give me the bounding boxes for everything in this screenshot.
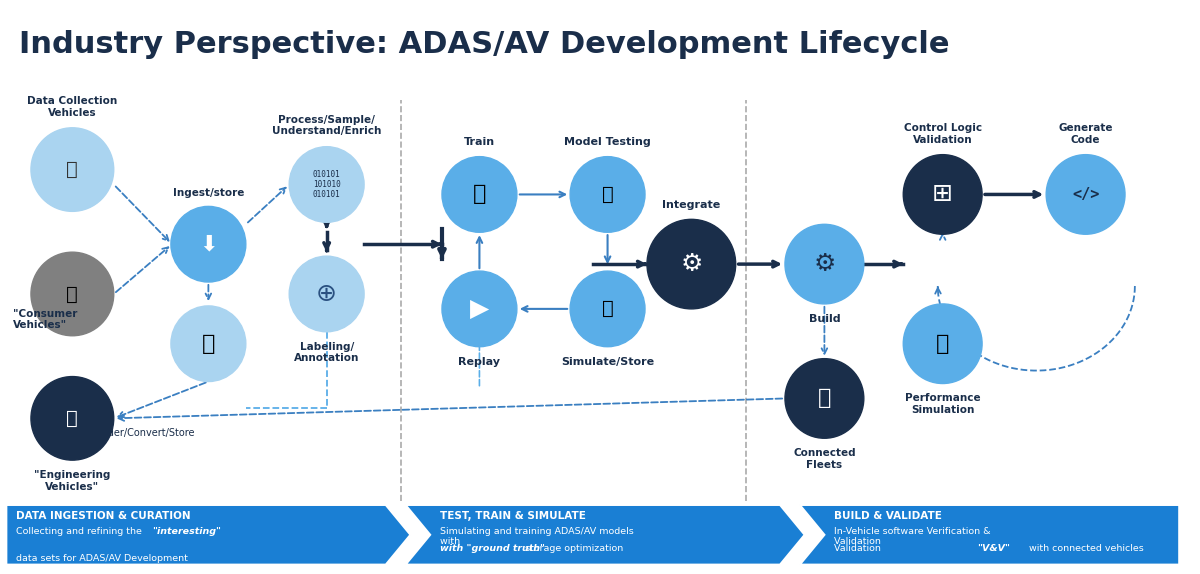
Text: storage optimization: storage optimization — [522, 544, 623, 553]
Circle shape — [647, 219, 736, 309]
Text: Generate
Code: Generate Code — [1058, 123, 1112, 145]
Circle shape — [442, 271, 517, 347]
Text: 🧠: 🧠 — [473, 184, 486, 204]
Text: ⬇: ⬇ — [199, 234, 217, 254]
Text: with "ground truth": with "ground truth" — [440, 544, 545, 553]
Text: TEST, TRAIN & SIMULATE: TEST, TRAIN & SIMULATE — [440, 511, 586, 521]
Circle shape — [289, 147, 364, 222]
Text: Replay: Replay — [458, 356, 500, 367]
Text: Collecting and refining the: Collecting and refining the — [16, 527, 145, 536]
Text: 🚘: 🚘 — [66, 409, 78, 428]
Text: ▶: ▶ — [470, 297, 490, 321]
Text: ⚙: ⚙ — [680, 252, 702, 276]
Text: 💻: 💻 — [936, 333, 949, 354]
Text: "Consumer
Vehicles": "Consumer Vehicles" — [13, 309, 78, 331]
Text: Validation: Validation — [834, 544, 884, 553]
Polygon shape — [406, 505, 805, 565]
Text: DATA INGESTION & CURATION: DATA INGESTION & CURATION — [16, 511, 191, 521]
Text: Ingest/store: Ingest/store — [173, 188, 244, 199]
Circle shape — [1046, 154, 1126, 234]
Text: In-Vehicle software Verification &
Validation: In-Vehicle software Verification & Valid… — [834, 527, 991, 546]
Text: Control Logic
Validation: Control Logic Validation — [904, 123, 982, 145]
Text: ⚙: ⚙ — [814, 252, 835, 276]
Circle shape — [570, 157, 646, 232]
Text: ⊞: ⊞ — [932, 183, 953, 207]
Text: "Engineering
Vehicles": "Engineering Vehicles" — [34, 470, 110, 492]
Text: with connected vehicles: with connected vehicles — [1026, 544, 1145, 553]
Text: 🚗: 🚗 — [66, 160, 78, 179]
Circle shape — [904, 154, 982, 234]
Text: Labeling/
Annotation: Labeling/ Annotation — [294, 342, 359, 363]
Text: Process/Sample/
Understand/Enrich: Process/Sample/ Understand/Enrich — [272, 115, 382, 137]
Circle shape — [31, 377, 114, 460]
Text: Simulate/Store: Simulate/Store — [560, 356, 654, 367]
Circle shape — [31, 128, 114, 211]
Text: Simulating and training ADAS/AV models
with: Simulating and training ADAS/AV models w… — [440, 527, 634, 546]
Text: 📊: 📊 — [601, 185, 613, 204]
Circle shape — [289, 256, 364, 332]
Text: Render/Convert/Store: Render/Convert/Store — [89, 428, 194, 439]
Text: Train: Train — [464, 137, 494, 147]
Text: 📶: 📶 — [817, 389, 832, 409]
Polygon shape — [6, 505, 410, 565]
Text: ⊕: ⊕ — [316, 282, 337, 306]
Text: "V&V": "V&V" — [977, 544, 1010, 553]
Text: 010101
101010
010101: 010101 101010 010101 — [313, 169, 341, 199]
Polygon shape — [799, 505, 1180, 565]
Text: 📡: 📡 — [66, 285, 78, 304]
Text: Connected
Fleets: Connected Fleets — [793, 448, 856, 470]
Text: Data Collection
Vehicles: Data Collection Vehicles — [28, 96, 118, 118]
Circle shape — [904, 304, 982, 383]
Circle shape — [785, 224, 864, 304]
Text: 🚗: 🚗 — [601, 300, 613, 319]
Text: Integrate: Integrate — [662, 200, 720, 211]
Text: data sets for ADAS/AV Development: data sets for ADAS/AV Development — [16, 544, 188, 563]
Text: </>: </> — [1072, 187, 1099, 202]
Circle shape — [442, 157, 517, 232]
Circle shape — [570, 271, 646, 347]
Text: Build: Build — [809, 314, 840, 324]
Circle shape — [785, 359, 864, 439]
Circle shape — [31, 252, 114, 336]
Text: BUILD & VALIDATE: BUILD & VALIDATE — [834, 511, 942, 521]
Circle shape — [170, 207, 246, 282]
Circle shape — [170, 306, 246, 382]
Text: Industry Perspective: ADAS/AV Development Lifecycle: Industry Perspective: ADAS/AV Developmen… — [19, 30, 949, 59]
Text: "interesting": "interesting" — [152, 527, 221, 536]
Text: Model Testing: Model Testing — [564, 137, 650, 147]
Text: Performance
Simulation: Performance Simulation — [905, 394, 980, 415]
Text: 🔄: 🔄 — [202, 333, 215, 354]
